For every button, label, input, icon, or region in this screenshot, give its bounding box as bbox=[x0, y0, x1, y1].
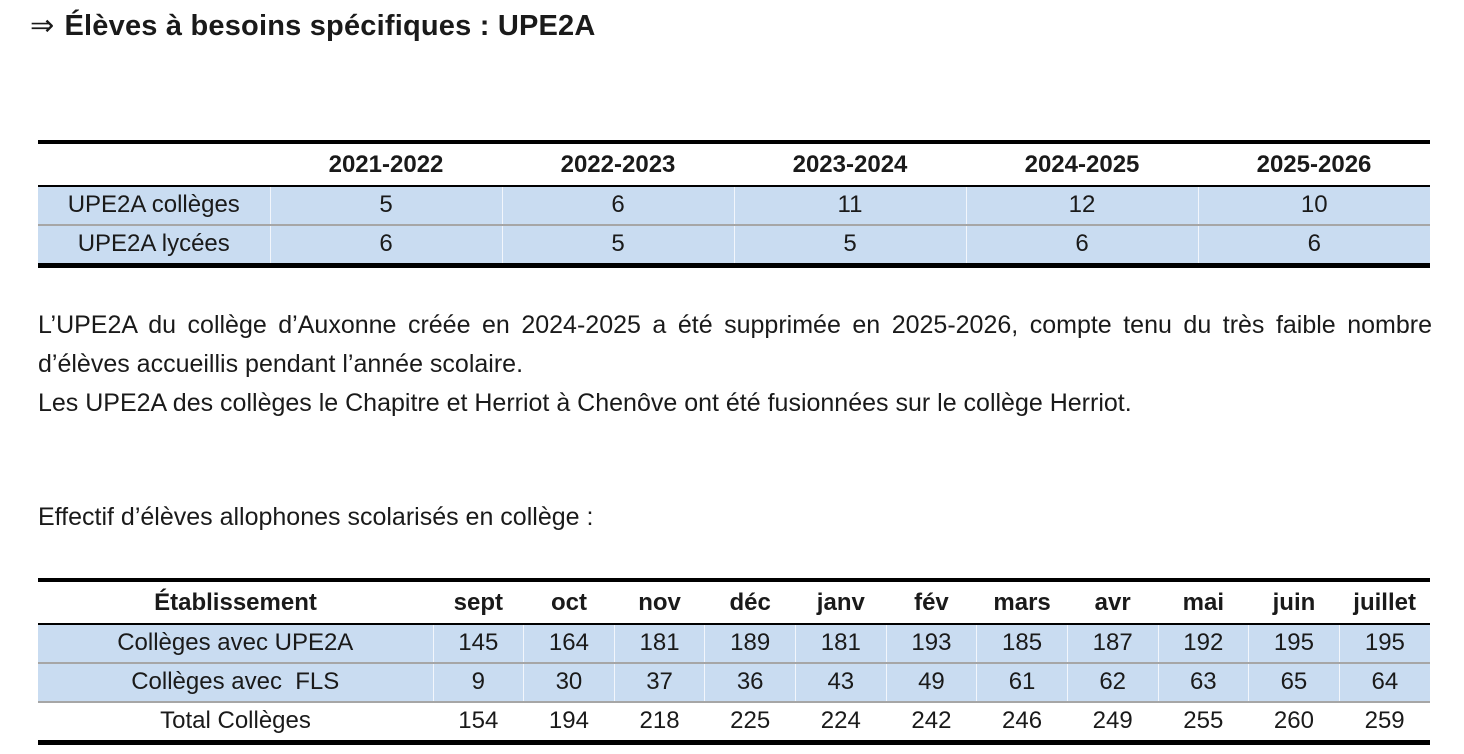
cell-value: 225 bbox=[704, 701, 796, 743]
cell-value: 249 bbox=[1067, 701, 1158, 743]
table-row: UPE2A lycées 6 5 5 6 6 bbox=[38, 224, 1430, 266]
column-header: déc bbox=[704, 580, 796, 625]
column-header: 2025-2026 bbox=[1198, 142, 1430, 187]
cell-value: 259 bbox=[1339, 701, 1430, 743]
table-row: UPE2A collèges 5 6 11 12 10 bbox=[38, 186, 1430, 225]
cell-value: 189 bbox=[704, 624, 796, 663]
table-row: Collèges avec FLS 9 30 37 36 43 49 61 62 63 65 64 bbox=[38, 662, 1430, 702]
cell-value: 5 bbox=[733, 224, 966, 266]
cell-value: 181 bbox=[613, 624, 705, 663]
cell-value: 185 bbox=[976, 624, 1068, 663]
table-row: Total Collèges 154 194 218 225 224 242 246 249 25… bbox=[38, 701, 1430, 743]
column-header: mai bbox=[1158, 580, 1249, 625]
header-row: 2021-2022 2022-2023 2023-2024 2024-2025 2025… bbox=[38, 142, 1430, 187]
cell-value: 164 bbox=[523, 624, 615, 663]
cell-value: 246 bbox=[976, 701, 1068, 743]
cell-value: 194 bbox=[523, 701, 615, 743]
row-label: UPE2A lycées bbox=[38, 224, 270, 266]
table-body: Collèges avec UPE2A 145 164 181 189 181 193 185… bbox=[38, 624, 1430, 743]
cell-value: 192 bbox=[1157, 624, 1249, 663]
column-header: 2022-2023 bbox=[502, 142, 734, 187]
row-label: UPE2A collèges bbox=[38, 186, 270, 225]
table-row: Collèges avec UPE2A 145 164 181 189 181 193 185… bbox=[38, 624, 1430, 663]
column-header: sept bbox=[433, 580, 524, 625]
cell-value: 9 bbox=[432, 662, 524, 702]
row-label: Collèges avec FLS bbox=[38, 662, 433, 702]
cell-value: 6 bbox=[269, 224, 502, 266]
paragraph-chenove: Les UPE2A des collèges le Chapitre et He… bbox=[38, 389, 1132, 417]
paragraph-auxonne: L’UPE2A du collège d’Auxonne créée en 20… bbox=[38, 311, 1432, 378]
cell-value: 37 bbox=[613, 662, 705, 702]
cell-value: 218 bbox=[614, 701, 705, 743]
cell-value: 6 bbox=[965, 224, 1198, 266]
cell-value: 49 bbox=[885, 662, 977, 702]
cell-value: 61 bbox=[976, 662, 1068, 702]
column-header: fév bbox=[886, 580, 977, 625]
cell-value: 145 bbox=[432, 624, 524, 663]
table-body: UPE2A collèges 5 6 11 12 10 UPE2A lycées 6 5 5 6 6 bbox=[38, 186, 1430, 266]
column-header: juillet bbox=[1339, 580, 1430, 625]
column-header: avr bbox=[1067, 580, 1158, 625]
column-header: juin bbox=[1248, 580, 1340, 625]
cell-value: 36 bbox=[704, 662, 796, 702]
cell-value: 255 bbox=[1158, 701, 1249, 743]
column-header: 2023-2024 bbox=[734, 142, 966, 187]
column-header: oct bbox=[523, 580, 615, 625]
column-header: janv bbox=[795, 580, 887, 625]
table-allophones-by-month: Établissement sept oct nov déc janv fév mars avr… bbox=[38, 578, 1430, 745]
cell-value: 5 bbox=[269, 186, 502, 225]
cell-value: 242 bbox=[886, 701, 977, 743]
double-right-arrow-icon: ⇒ bbox=[30, 10, 55, 42]
cell-value: 5 bbox=[501, 224, 734, 266]
cell-value: 64 bbox=[1338, 662, 1430, 702]
cell-value: 195 bbox=[1338, 624, 1430, 663]
cell-value: 10 bbox=[1197, 186, 1430, 225]
cell-value: 65 bbox=[1248, 662, 1340, 702]
column-header: 2021-2022 bbox=[270, 142, 502, 187]
table-header: 2021-2022 2022-2023 2023-2024 2024-2025 2025… bbox=[38, 142, 1430, 187]
cell-value: 63 bbox=[1157, 662, 1249, 702]
page-title: ⇒ Élèves à besoins spécifiques : UPE2A bbox=[30, 8, 596, 43]
cell-value: 181 bbox=[795, 624, 887, 663]
cell-value: 260 bbox=[1248, 701, 1340, 743]
header-row: Établissement sept oct nov déc janv fév mars avr… bbox=[38, 580, 1430, 625]
cell-value: 43 bbox=[795, 662, 887, 702]
cell-value: 30 bbox=[523, 662, 615, 702]
cell-value: 224 bbox=[795, 701, 887, 743]
cell-value: 195 bbox=[1248, 624, 1340, 663]
cell-value: 6 bbox=[1197, 224, 1430, 266]
column-header: mars bbox=[976, 580, 1068, 625]
cell-value: 154 bbox=[433, 701, 524, 743]
cell-value: 11 bbox=[733, 186, 966, 225]
row-label: Total Collèges bbox=[38, 701, 433, 743]
cell-value: 193 bbox=[885, 624, 977, 663]
page-title-text: Élèves à besoins spécifiques : UPE2A bbox=[64, 10, 596, 42]
row-label: Collèges avec UPE2A bbox=[38, 624, 433, 663]
column-header: nov bbox=[614, 580, 705, 625]
table-header: Établissement sept oct nov déc janv fév mars avr… bbox=[38, 580, 1430, 625]
effectif-label: Effectif d’élèves allophones scolarisés … bbox=[38, 503, 594, 531]
cell-value: 62 bbox=[1066, 662, 1158, 702]
column-header: 2024-2025 bbox=[966, 142, 1198, 187]
table-upe2a-by-year: 2021-2022 2022-2023 2023-2024 2024-2025 2025… bbox=[38, 140, 1430, 268]
column-header bbox=[38, 142, 270, 187]
body-paragraphs: L’UPE2A du collège d’Auxonne créée en 20… bbox=[38, 306, 1432, 423]
cell-value: 187 bbox=[1066, 624, 1158, 663]
cell-value: 12 bbox=[965, 186, 1198, 225]
cell-value: 6 bbox=[501, 186, 734, 225]
column-header: Établissement bbox=[38, 580, 433, 625]
